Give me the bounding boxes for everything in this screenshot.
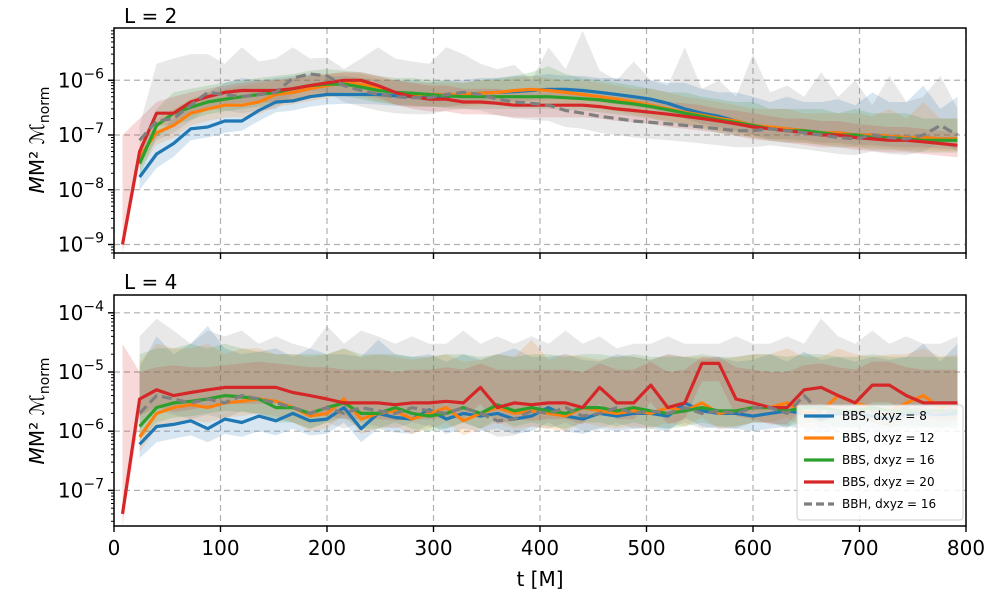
series-band bbox=[139, 325, 958, 459]
panel-l2: L = 2 10−9 10−8 10−7 10−6 MM² ℳnorm bbox=[25, 4, 967, 259]
x-tick-label: 100 bbox=[201, 536, 239, 560]
y-axis-label-sub: norm bbox=[37, 87, 53, 124]
x-tick-label: 600 bbox=[734, 536, 772, 560]
x-tick-label: 300 bbox=[414, 536, 452, 560]
series-lines bbox=[120, 72, 959, 245]
y-tick-label: 10−7 bbox=[58, 476, 104, 502]
y-tick-label: 10−6 bbox=[58, 66, 104, 92]
legend-label: BBS, dxyz = 20 bbox=[842, 475, 935, 489]
series-line bbox=[120, 361, 958, 515]
gridlines bbox=[113, 28, 967, 253]
y-tick-label: 10−9 bbox=[58, 231, 104, 257]
y-tick-label: 10−7 bbox=[58, 121, 104, 147]
series-band bbox=[122, 343, 958, 526]
x-ticks: 0 100 200 300 400 500 600 700 800 bbox=[108, 526, 985, 560]
x-tick-label: 700 bbox=[840, 536, 878, 560]
legend-label: BBS, dxyz = 8 bbox=[842, 409, 927, 423]
y-tick-label: 10−8 bbox=[58, 176, 104, 202]
y-tick-label: 10−4 bbox=[58, 299, 104, 325]
x-tick-label: 800 bbox=[947, 536, 985, 560]
series-line bbox=[138, 72, 959, 142]
y-ticks: 10−9 10−8 10−7 10−6 bbox=[58, 30, 114, 257]
y-axis-label-sub: norm bbox=[37, 358, 53, 395]
x-tick-label: 200 bbox=[308, 536, 346, 560]
legend-label: BBS, dxyz = 12 bbox=[842, 431, 935, 445]
y-axis-label-text: M² ℳ bbox=[25, 123, 49, 176]
y-ticks: 10−7 10−6 10−5 10−4 bbox=[58, 299, 114, 522]
y-axis-label: MM² ℳnorm bbox=[25, 87, 53, 194]
legend-label: BBS, dxyz = 16 bbox=[842, 453, 935, 467]
legend: BBS, dxyz = 8 BBS, dxyz = 12 BBS, dxyz = 1… bbox=[796, 404, 964, 521]
series-band bbox=[139, 339, 958, 452]
x-axis-label: t [M] bbox=[516, 567, 563, 591]
panel-title-l2: L = 2 bbox=[124, 4, 177, 28]
y-axis-label: MM² ℳnorm bbox=[25, 358, 53, 465]
panel-title-l4: L = 4 bbox=[124, 270, 177, 294]
x-ticks bbox=[113, 253, 967, 259]
y-tick-label: 10−5 bbox=[58, 358, 104, 384]
x-tick-label: 400 bbox=[521, 536, 559, 560]
y-axis-label-text: M² ℳ bbox=[25, 394, 49, 447]
x-tick-label: 0 bbox=[108, 536, 121, 560]
legend-frame bbox=[796, 404, 964, 521]
series-band bbox=[139, 74, 958, 190]
panel-l4: L = 4 10−7 10−6 10−5 10−4 0 100 200 300 400 500 6… bbox=[25, 270, 985, 591]
x-tick-label: 500 bbox=[627, 536, 665, 560]
y-tick-label: 10−6 bbox=[58, 417, 104, 443]
legend-label: BBH, dxyz = 16 bbox=[842, 497, 936, 511]
series-band bbox=[122, 72, 958, 253]
